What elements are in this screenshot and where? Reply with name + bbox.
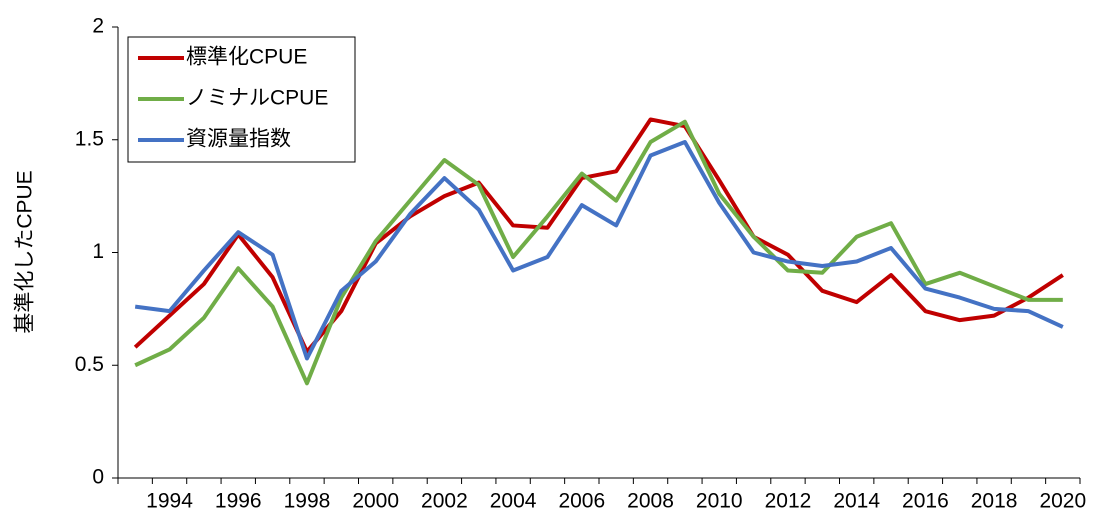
x-tick-label: 2018 (971, 490, 1018, 513)
x-tick-label: 1996 (215, 490, 262, 513)
x-tick-label: 1994 (146, 490, 193, 513)
x-tick-label: 2000 (352, 490, 399, 513)
y-tick-label: 2 (92, 15, 104, 38)
x-tick-label: 2014 (833, 490, 880, 513)
legend-label: 標準化CPUE (186, 46, 307, 69)
x-tick-label: 1998 (284, 490, 331, 513)
y-axis-title: 基準化したCPUE (14, 170, 37, 333)
x-tick-label: 2012 (765, 490, 812, 513)
y-tick-label: 0.5 (75, 353, 104, 376)
x-tick-label: 2004 (490, 490, 537, 513)
series-line (133, 117, 1064, 354)
x-tick-label: 2006 (558, 490, 605, 513)
series-line (134, 140, 1064, 361)
y-tick-label: 1.5 (75, 127, 104, 150)
y-tick-label: 0 (92, 466, 104, 489)
x-tick-label: 2016 (902, 490, 949, 513)
x-tick-label: 2010 (696, 490, 743, 513)
y-tick-label: 1 (92, 240, 104, 263)
series-line (134, 119, 1063, 386)
legend-label: ノミナルCPUE (186, 87, 328, 110)
legend-label: 資源量指数 (186, 128, 291, 151)
x-tick-label: 2008 (627, 490, 674, 513)
x-tick-label: 2020 (1039, 490, 1086, 513)
x-tick-label: 2002 (421, 490, 468, 513)
